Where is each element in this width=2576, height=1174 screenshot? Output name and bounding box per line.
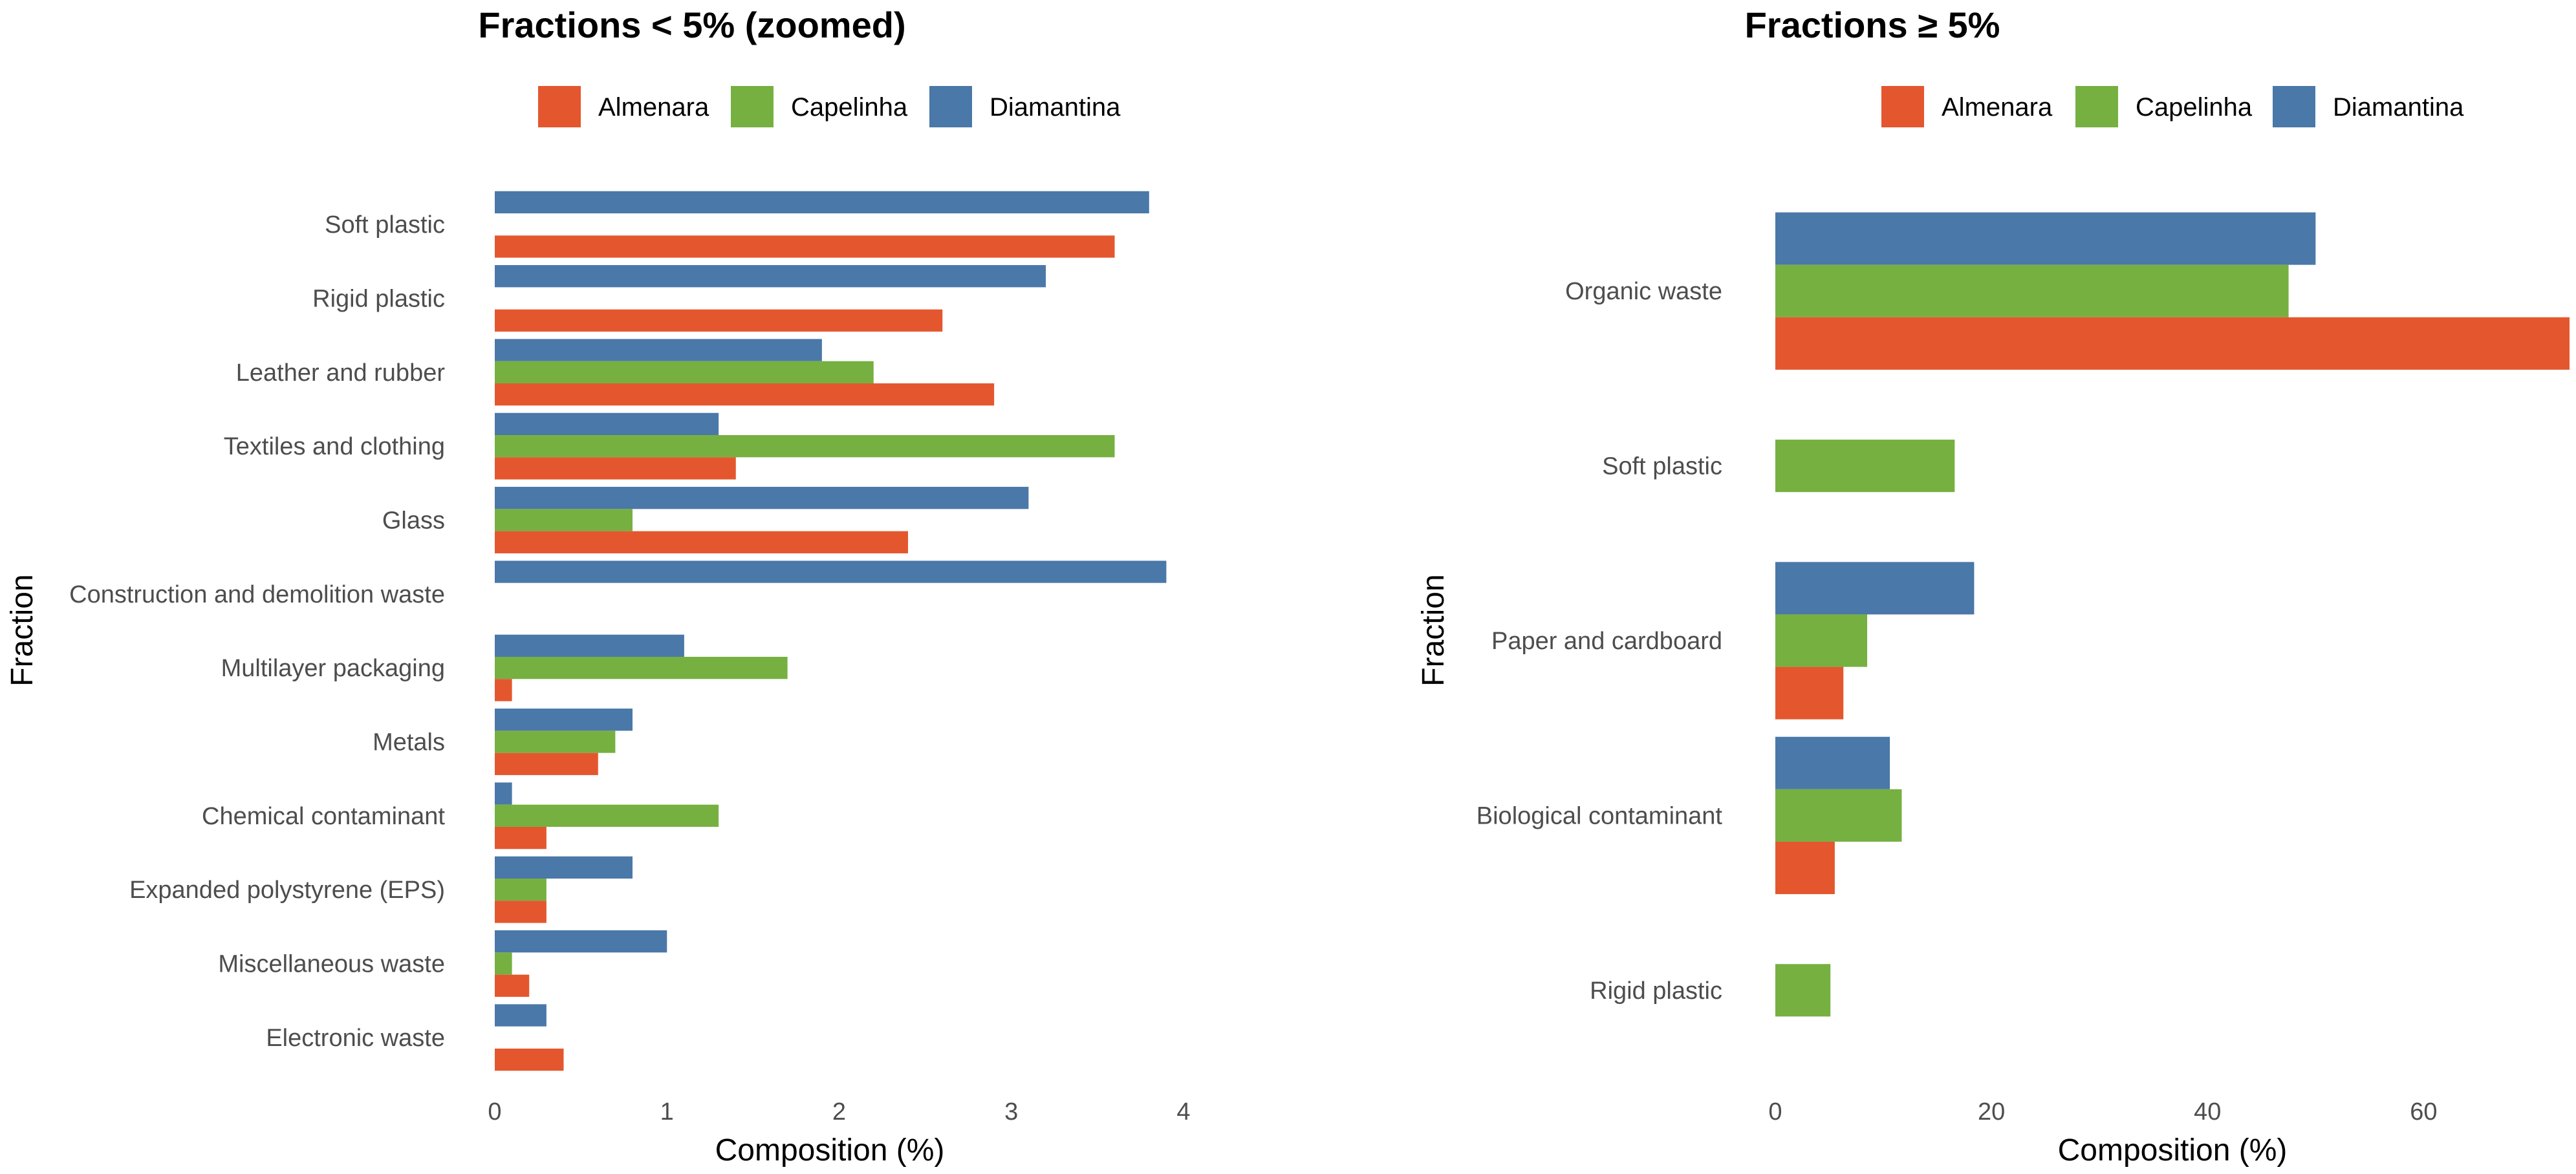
- bar-almenara-leather-and-rubber: [495, 383, 995, 406]
- bar-almenara-metals: [495, 752, 598, 775]
- legend: Almenara Capelinha Diamantina: [1881, 86, 2464, 127]
- category-labels: Organic waste Soft plastic Paper and cardb…: [1477, 278, 1723, 1005]
- bar-capelinha-glass: [495, 509, 633, 531]
- bar-diamantina-textiles-and-clothing: [495, 412, 719, 436]
- x-axis-title: Composition (%): [2058, 1133, 2288, 1168]
- legend-label-almenara: Almenara: [598, 93, 709, 122]
- chart-title: Fractions ≥ 5%: [1745, 5, 2000, 45]
- category-label-leather-and-rubber: Leather and rubber: [236, 359, 446, 387]
- bar-diamantina-biological-contaminant: [1775, 736, 1890, 789]
- x-tick-label: 3: [1004, 1098, 1018, 1126]
- bar-almenara-textiles-and-clothing: [495, 457, 736, 480]
- bar-diamantina-multilayer-packaging: [495, 634, 684, 657]
- bar-capelinha-multilayer-packaging: [495, 657, 788, 679]
- category-label-miscellaneous-waste: Miscellaneous waste: [218, 951, 445, 978]
- bar-almenara-glass: [495, 531, 908, 553]
- bar-almenara-organic-waste: [1775, 317, 2570, 370]
- chart-panel-zoomed: Fractions < 5% (zoomed) Almenara Capelinh…: [5, 5, 1191, 1168]
- x-axis-title: Composition (%): [715, 1133, 945, 1168]
- x-tick-labels: 0 20 40 60: [1768, 1098, 2437, 1126]
- bar-capelinha-chemical-contaminant: [495, 804, 719, 827]
- legend-label-capelinha: Capelinha: [791, 93, 908, 122]
- category-label-biological-contaminant: Biological contaminant: [1477, 802, 1723, 829]
- y-axis-title: Fraction: [1416, 574, 1451, 686]
- x-tick-label: 0: [1768, 1098, 1782, 1126]
- legend-label-almenara: Almenara: [1942, 93, 2053, 122]
- category-label-textiles-and-clothing: Textiles and clothing: [224, 433, 445, 460]
- bar-almenara-biological-contaminant: [1775, 841, 1835, 895]
- legend-label-capelinha: Capelinha: [2136, 93, 2253, 122]
- x-tick-label: 4: [1176, 1098, 1190, 1126]
- legend-swatch-capelinha: [2075, 86, 2118, 127]
- bar-almenara-electronic-waste: [495, 1048, 564, 1071]
- category-label-glass: Glass: [382, 507, 445, 535]
- bar-diamantina-electronic-waste: [495, 1004, 547, 1027]
- legend-swatch-almenara: [538, 86, 581, 127]
- bar-capelinha-miscellaneous-waste: [495, 952, 512, 975]
- category-label-metals: Metals: [373, 729, 445, 756]
- category-label-chemical-contaminant: Chemical contaminant: [202, 803, 445, 830]
- category-label-electronic-waste: Electronic waste: [266, 1025, 445, 1052]
- x-tick-label: 0: [488, 1098, 501, 1126]
- legend-swatch-capelinha: [731, 86, 774, 127]
- bar-capelinha-metals: [495, 731, 616, 753]
- bar-diamantina-metals: [495, 709, 633, 731]
- bar-diamantina-glass: [495, 487, 1029, 509]
- bar-diamantina-organic-waste: [1775, 212, 2316, 265]
- bar-diamantina-leather-and-rubber: [495, 339, 822, 361]
- category-label-rigid-plastic: Rigid plastic: [312, 286, 445, 313]
- bar-diamantina-construction-and-demolition-waste: [495, 560, 1167, 583]
- bar-capelinha-soft-plastic: [1775, 440, 1955, 493]
- bar-diamantina-chemical-contaminant: [495, 782, 512, 805]
- category-label-paper-and-cardboard: Paper and cardboard: [1491, 628, 1722, 655]
- x-tick-labels: 0 1 2 3 4: [488, 1098, 1190, 1126]
- bar-almenara-expanded-polystyrene-eps: [495, 901, 547, 923]
- category-label-multilayer-packaging: Multilayer packaging: [221, 655, 445, 682]
- bar-almenara-chemical-contaminant: [495, 826, 547, 849]
- bar-capelinha-rigid-plastic: [1775, 964, 1831, 1017]
- chart-title: Fractions < 5% (zoomed): [478, 5, 905, 45]
- bar-almenara-rigid-plastic: [495, 309, 943, 332]
- legend-swatch-diamantina: [929, 86, 972, 127]
- category-label-expanded-polystyrene-eps: Expanded polystyrene (EPS): [129, 877, 445, 904]
- x-tick-label: 2: [832, 1098, 846, 1126]
- bar-almenara-miscellaneous-waste: [495, 974, 530, 997]
- bar-diamantina-paper-and-cardboard: [1775, 562, 1975, 615]
- bar-capelinha-biological-contaminant: [1775, 789, 1902, 842]
- bar-diamantina-miscellaneous-waste: [495, 930, 667, 953]
- category-labels: Soft plastic Rigid plastic Leather and rub…: [69, 211, 445, 1052]
- legend: Almenara Capelinha Diamantina: [538, 86, 1121, 127]
- bar-diamantina-expanded-polystyrene-eps: [495, 856, 633, 879]
- legend-swatch-diamantina: [2273, 86, 2315, 127]
- bar-capelinha-organic-waste: [1775, 264, 2289, 317]
- y-axis-title: Fraction: [5, 574, 39, 686]
- bar-capelinha-textiles-and-clothing: [495, 435, 1115, 458]
- bars-group: [1775, 212, 2570, 1017]
- category-label-organic-waste: Organic waste: [1565, 278, 1722, 305]
- bar-almenara-paper-and-cardboard: [1775, 667, 1844, 720]
- bar-almenara-multilayer-packaging: [495, 679, 512, 701]
- category-label-soft-plastic: Soft plastic: [325, 211, 445, 239]
- legend-label-diamantina: Diamantina: [2333, 93, 2464, 122]
- legend-label-diamantina: Diamantina: [990, 93, 1121, 122]
- category-label-construction-and-demolition-waste: Construction and demolition waste: [69, 581, 445, 608]
- x-tick-label: 60: [2410, 1098, 2437, 1126]
- x-tick-label: 20: [1978, 1098, 2005, 1126]
- bar-capelinha-leather-and-rubber: [495, 361, 874, 383]
- bar-diamantina-rigid-plastic: [495, 265, 1046, 288]
- bars-group: [495, 191, 1167, 1071]
- x-tick-label: 1: [660, 1098, 674, 1126]
- legend-swatch-almenara: [1881, 86, 1924, 127]
- x-tick-label: 40: [2194, 1098, 2221, 1126]
- category-label-rigid-plastic: Rigid plastic: [1590, 977, 1722, 1005]
- bar-capelinha-expanded-polystyrene-eps: [495, 879, 547, 901]
- bar-capelinha-paper-and-cardboard: [1775, 614, 1868, 667]
- bar-diamantina-soft-plastic: [495, 191, 1149, 214]
- category-label-soft-plastic: Soft plastic: [1602, 453, 1722, 480]
- bar-almenara-soft-plastic: [495, 235, 1115, 258]
- chart-panel-large: Fractions ≥ 5% Almenara Capelinha Diamanti…: [1416, 5, 2570, 1168]
